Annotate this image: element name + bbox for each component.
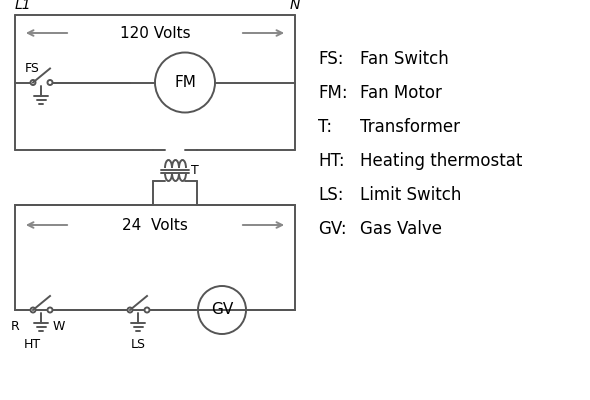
Text: 120 Volts: 120 Volts	[120, 26, 191, 40]
Text: HT: HT	[24, 338, 41, 351]
Circle shape	[145, 308, 149, 312]
Text: FM: FM	[174, 75, 196, 90]
Text: Fan Switch: Fan Switch	[360, 50, 449, 68]
Text: Gas Valve: Gas Valve	[360, 220, 442, 238]
Text: 24  Volts: 24 Volts	[122, 218, 188, 232]
Text: FM:: FM:	[318, 84, 348, 102]
Text: R: R	[11, 320, 19, 333]
Text: L1: L1	[15, 0, 32, 12]
Text: T: T	[191, 164, 199, 178]
Text: N: N	[290, 0, 300, 12]
Text: LS:: LS:	[318, 186, 343, 204]
Text: Limit Switch: Limit Switch	[360, 186, 461, 204]
Text: FS:: FS:	[318, 50, 343, 68]
Text: Fan Motor: Fan Motor	[360, 84, 442, 102]
Text: FS: FS	[25, 62, 40, 76]
Text: Heating thermostat: Heating thermostat	[360, 152, 522, 170]
Text: GV:: GV:	[318, 220, 347, 238]
Circle shape	[127, 308, 133, 312]
Text: W: W	[53, 320, 65, 333]
Circle shape	[48, 308, 53, 312]
Text: HT:: HT:	[318, 152, 345, 170]
Text: Transformer: Transformer	[360, 118, 460, 136]
Circle shape	[31, 308, 35, 312]
Circle shape	[48, 80, 53, 85]
Circle shape	[31, 80, 35, 85]
Text: LS: LS	[130, 338, 146, 351]
Text: GV: GV	[211, 302, 233, 318]
Text: T:: T:	[318, 118, 332, 136]
